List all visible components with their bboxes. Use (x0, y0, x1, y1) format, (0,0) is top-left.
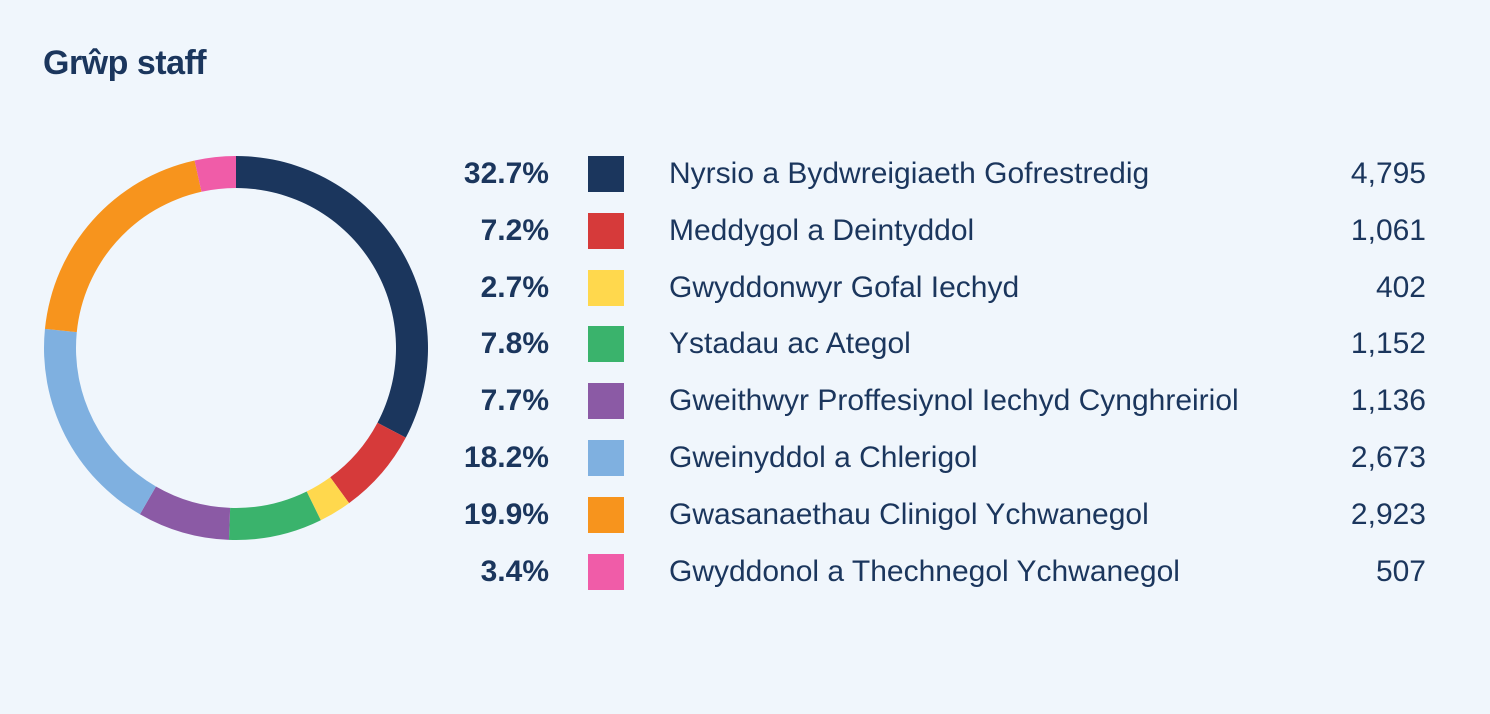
donut-slice-2 (330, 422, 406, 504)
chart-title: Grŵp staff (43, 44, 207, 82)
legend-swatch (588, 383, 624, 420)
donut-slice-5 (139, 486, 231, 540)
legend-percent: 3.4% (480, 554, 549, 588)
legend-label: Gweinyddol a Chlerigol (669, 441, 978, 474)
donut-slice-4 (228, 491, 321, 540)
donut-chart (43, 156, 429, 540)
legend-label: Gwyddonwyr Gofal Iechyd (669, 270, 1020, 304)
legend-percent: 2.7% (480, 270, 549, 304)
legend-row: 7.2% Meddygol a Deintyddol 1,061 (0, 203, 1490, 259)
legend-percent: 32.7% (463, 157, 549, 190)
legend-swatch (588, 156, 624, 192)
legend-count: 1,136 (1350, 384, 1426, 418)
legend-row: 18.2% Gweinyddol a Chlerigol 2,673 (0, 430, 1490, 486)
legend-swatch (588, 212, 624, 249)
legend-percent: 7.2% (480, 213, 549, 247)
legend-label: Ystadau ac Ategol (669, 327, 911, 361)
legend-row: 7.7% Gweithwyr Proffesiynol Iechyd Cynghr… (0, 373, 1490, 429)
legend-percent: 19.9% (463, 497, 549, 531)
legend-row: 7.8% Ystadau ac Ategol 1,152 (0, 316, 1490, 372)
legend-percent: 7.8% (480, 327, 549, 361)
legend-label: Gwyddonol a Thechnegol Ychwanegol (669, 554, 1180, 588)
legend-row: 2.7% Gwyddonwyr Gofal Iechyd 402 (0, 260, 1490, 316)
donut-slice-7 (44, 160, 202, 333)
legend-count: 402 (1375, 270, 1426, 304)
legend-label: Gwasanaethau Clinigol Ychwanegol (669, 497, 1149, 531)
legend-label: Meddygol a Deintyddol (669, 213, 975, 247)
legend-swatch (588, 269, 624, 306)
legend-swatch (588, 496, 624, 533)
legend-count: 2,923 (1350, 497, 1426, 531)
legend-row: 32.7% Nyrsio a Bydwreigiaeth Gofrestredig… (0, 146, 1490, 202)
legend-swatch (588, 440, 624, 476)
donut-slice-8 (194, 156, 236, 192)
donut-slice-1 (236, 156, 429, 438)
donut-slice-6 (43, 328, 156, 515)
legend-percent: 18.2% (463, 441, 549, 474)
legend-row: 3.4% Gwyddonol a Thechnegol Ychwanegol 507 (0, 544, 1490, 600)
legend-count: 4,795 (1350, 157, 1426, 190)
legend-count: 1,061 (1350, 213, 1426, 247)
legend-count: 2,673 (1350, 441, 1426, 474)
donut-slice-3 (306, 477, 350, 521)
legend-percent: 7.7% (480, 384, 549, 418)
legend-swatch (588, 326, 624, 363)
legend-label: Nyrsio a Bydwreigiaeth Gofrestredig (669, 157, 1150, 190)
legend-count: 507 (1375, 554, 1426, 588)
legend-label: Gweithwyr Proffesiynol Iechyd Cynghreiri… (669, 384, 1239, 418)
legend-swatch (588, 553, 624, 590)
legend-row: 19.9% Gwasanaethau Clinigol Ychwanegol 2,9… (0, 487, 1490, 543)
legend-count: 1,152 (1350, 327, 1426, 361)
